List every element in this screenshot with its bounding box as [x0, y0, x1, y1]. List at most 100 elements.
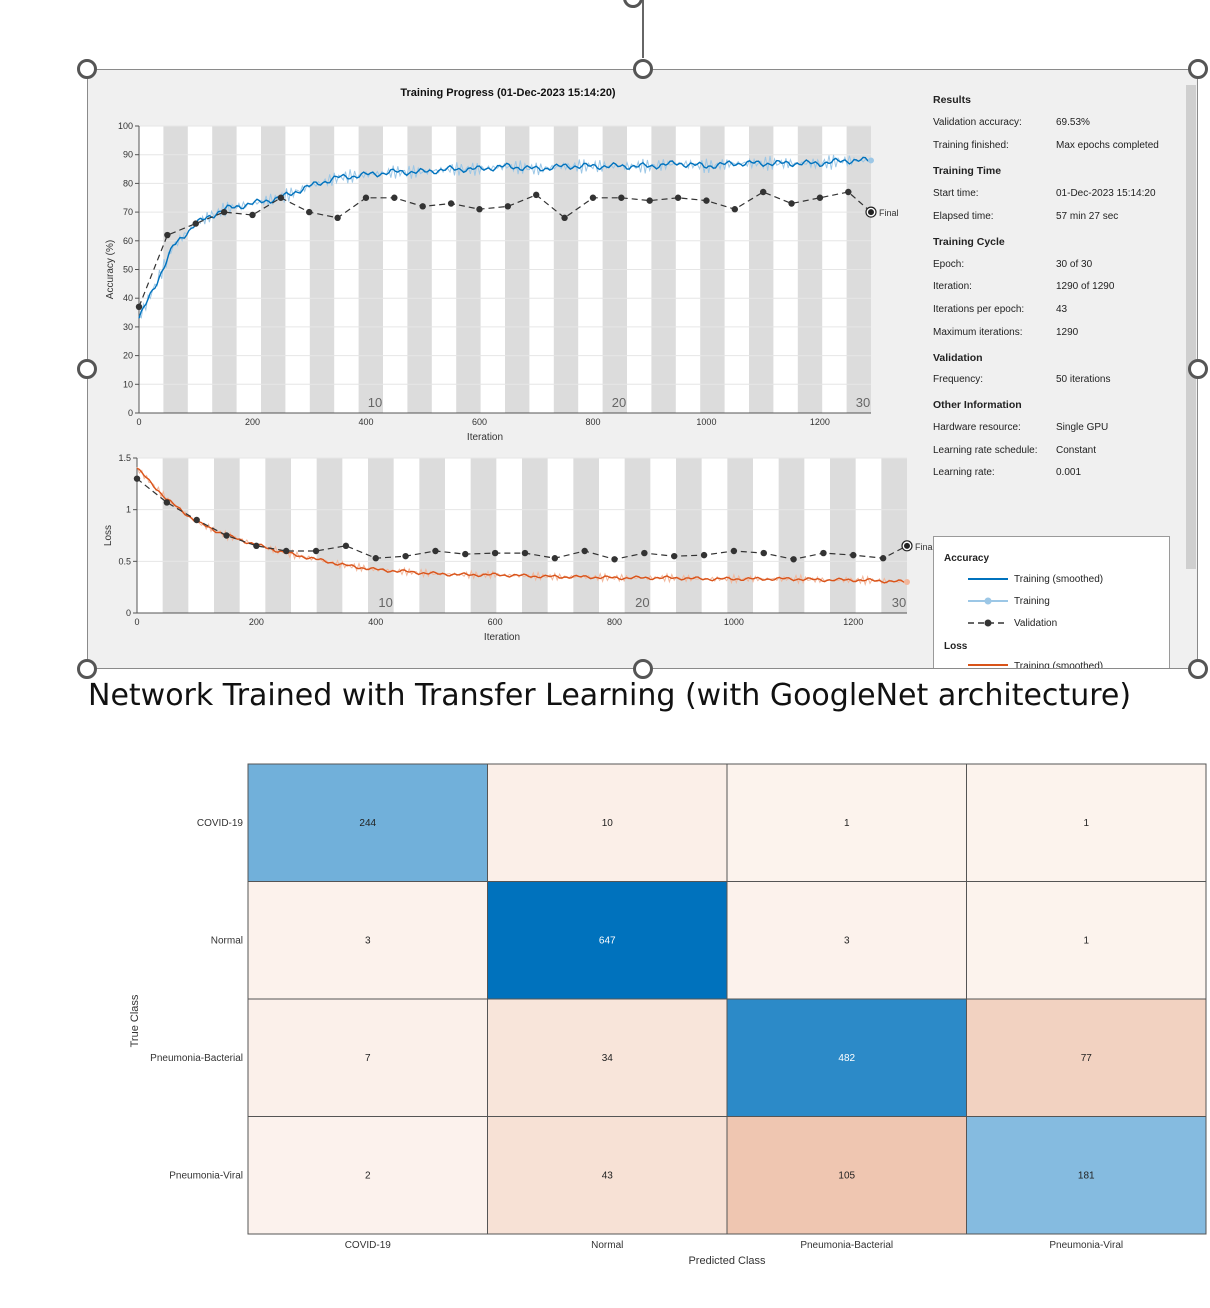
matrix-cell-value: 77 [1081, 1053, 1093, 1064]
accuracy-validation-point [419, 203, 426, 210]
training-progress-window: Training Progress (01-Dec-2023 15:14:20)… [87, 69, 1198, 669]
accuracy-validation-point [362, 194, 370, 201]
matrix-cell [247, 881, 488, 1000]
loss-final-label: Final [915, 542, 935, 552]
resize-handle-bottom-left[interactable] [77, 659, 97, 679]
slide-caption[interactable]: Network Trained with Transfer Learning (… [88, 678, 1132, 713]
loss-x-tick-label: 1000 [724, 617, 744, 627]
legend-loss-training-smoothed: Training (smoothed) [1014, 661, 1104, 669]
accuracy-x-tick-label: 400 [358, 417, 373, 427]
loss-x-tick-label: 200 [249, 617, 264, 627]
matrix-cell [966, 1116, 1207, 1235]
matrix-cell [726, 1116, 967, 1235]
loss-validation-point [193, 516, 200, 524]
loss-validation-point [133, 475, 141, 482]
iteration-label: Iteration: [933, 281, 972, 292]
loss-final-marker-dot [904, 542, 910, 549]
loss-validation-point [671, 552, 678, 560]
loss-validation-point [700, 551, 708, 559]
resize-handle-left[interactable] [77, 359, 97, 379]
loss-epoch-band [522, 458, 548, 613]
resize-handle-bottom[interactable] [633, 659, 653, 679]
loss-epoch-label: 10 [378, 595, 392, 610]
loss-validation-point [491, 549, 499, 557]
loss-validation-point [879, 555, 887, 562]
legend-loss-header: Loss [944, 641, 968, 652]
plot-title: Training Progress (01-Dec-2023 15:14:20) [400, 87, 616, 99]
accuracy-x-tick-label: 200 [245, 417, 260, 427]
accuracy-final-marker-dot [868, 209, 874, 216]
resize-handle-top-left[interactable] [77, 59, 97, 79]
loss-validation-point [163, 499, 171, 506]
learning-rate-schedule-value: Constant [1056, 445, 1097, 456]
loss-validation-point [432, 547, 439, 555]
resize-handle-top-right[interactable] [1188, 59, 1208, 79]
accuracy-y-tick-label: 30 [123, 322, 133, 332]
loss-epoch-band [778, 458, 805, 613]
accuracy-validation-point [476, 206, 483, 213]
matrix-cell [487, 881, 728, 1000]
matrix-cell [726, 881, 967, 1000]
training-finished-label: Training finished: [933, 140, 1009, 151]
epoch-value: 30 of 30 [1056, 259, 1093, 270]
elapsed-time-label: Elapsed time: [933, 211, 994, 222]
accuracy-y-tick-label: 70 [123, 207, 133, 217]
elapsed-time-value: 57 min 27 sec [1056, 211, 1119, 222]
loss-epoch-band [162, 458, 189, 613]
info-panel-scrollbar[interactable] [1186, 85, 1196, 569]
start-time-label: Start time: [933, 188, 979, 199]
loss-validation-point [223, 532, 230, 539]
loss-validation-point [521, 549, 529, 557]
matrix-cell-value: 1 [1083, 818, 1089, 829]
loss-x-tick-label: 600 [488, 617, 503, 627]
confusion-matrix: 244 10 1 1 3 647 3 1 7 34 482 77 2 43 105 181 COVID-19 No… [129, 763, 1207, 1267]
rotate-connector [642, 0, 644, 58]
accuracy-validation-point [731, 206, 739, 213]
matrix-cell-value: 647 [599, 935, 616, 946]
accuracy-epoch-label: 30 [856, 395, 870, 410]
legend-accuracy-header: Accuracy [944, 553, 990, 564]
loss-epoch-band [881, 458, 907, 613]
iterations-per-epoch-label: Iterations per epoch: [933, 304, 1025, 315]
loss-x-tick-label: 800 [607, 617, 622, 627]
loss-epoch-band [316, 458, 343, 613]
matrix-cell-value: 34 [602, 1053, 614, 1064]
matrix-cell [966, 998, 1207, 1117]
loss-validation-point [372, 555, 379, 562]
accuracy-x-tick-label: 600 [472, 417, 487, 427]
accuracy-validation-point [589, 194, 597, 201]
resize-handle-right[interactable] [1188, 359, 1208, 379]
accuracy-training-smoothed-line [138, 156, 871, 319]
accuracy-validation-point [192, 220, 199, 227]
column-label: Pneumonia-Bacterial [800, 1240, 893, 1251]
loss-training-smoothed-line [136, 467, 906, 584]
loss-validation-point [641, 549, 648, 557]
row-label: Pneumonia-Bacterial [150, 1053, 243, 1064]
maximum-iterations-value: 1290 [1056, 327, 1079, 338]
accuracy-validation-point [845, 188, 852, 196]
loss-validation-point [462, 550, 469, 558]
loss-y-label: Loss [103, 525, 114, 546]
accuracy-y-tick-label: 60 [123, 236, 133, 246]
loss-x-tick-label: 1200 [843, 617, 863, 627]
accuracy-validation-point [759, 188, 767, 196]
matrix-cell-value: 3 [365, 935, 371, 946]
loss-validation-point [581, 547, 588, 555]
matrix-cell-value: 482 [838, 1053, 855, 1064]
accuracy-x-tick-label: 800 [585, 417, 600, 427]
accuracy-validation-point [277, 194, 285, 201]
accuracy-validation-point [249, 211, 256, 219]
matrix-cell-value: 3 [844, 935, 850, 946]
matrix-cell-value: 244 [359, 818, 376, 829]
loss-y-tick-label: 0 [126, 608, 131, 618]
maximum-iterations-label: Maximum iterations: [933, 327, 1023, 338]
rotate-handle[interactable] [623, 0, 643, 8]
loss-y-tick-label: 0.5 [118, 556, 131, 566]
resize-handle-bottom-right[interactable] [1188, 659, 1208, 679]
matrix-cell-value: 1 [1083, 935, 1089, 946]
loss-validation-point [342, 542, 350, 550]
legend-training-smoothed: Training (smoothed) [1014, 574, 1104, 585]
resize-handle-top[interactable] [633, 59, 653, 79]
loss-validation-point [850, 551, 857, 559]
loss-validation-point [730, 547, 738, 555]
